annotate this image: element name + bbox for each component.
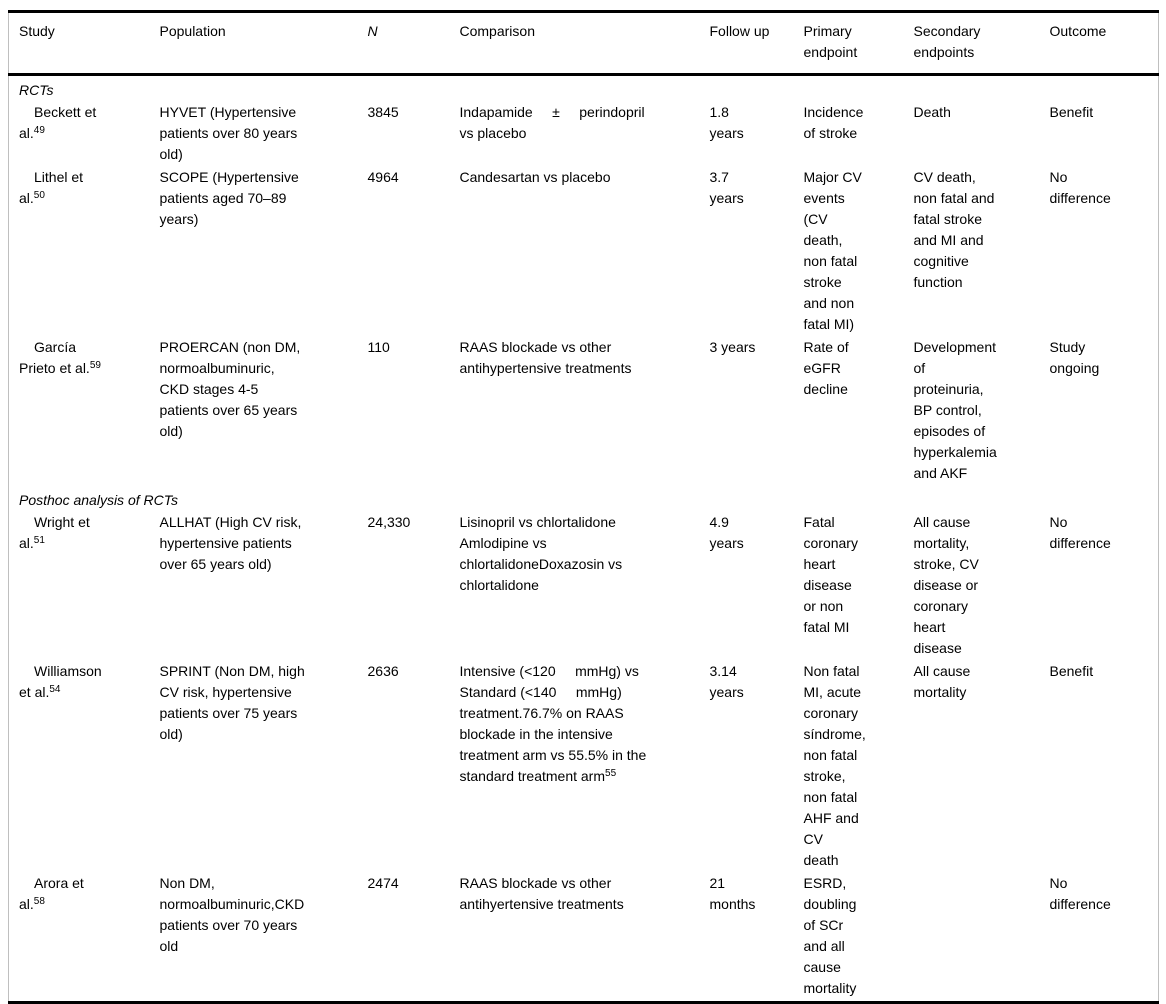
secondary-endpoints-cell: All cause mortality	[913, 663, 971, 700]
population-cell: PROERCAN (non DM, normoalbuminuric, CKD …	[159, 339, 301, 439]
follow-up-cell: 3.7 years	[709, 169, 744, 206]
primary-endpoint-cell: ESRD, doubling of SCr and all cause mort…	[803, 875, 857, 996]
n-cell: 4964	[367, 169, 399, 185]
table-row: Williamson et al.54 SPRINT (Non DM, high…	[9, 661, 1159, 873]
reference-superscript: 51	[33, 535, 45, 546]
follow-up-cell: 1.8 years	[709, 104, 744, 141]
reference-superscript: 50	[33, 190, 45, 201]
table-row: Wright et al.51 ALLHAT (High CV risk, hy…	[9, 512, 1159, 661]
secondary-endpoints-cell: Death	[913, 104, 951, 120]
col-header-population: Population	[159, 23, 226, 39]
col-header-follow-up: Follow up	[709, 23, 770, 39]
secondary-endpoints-cell	[900, 873, 1036, 1003]
primary-endpoint-cell: Non fatal MI, acute coronary síndrome, n…	[803, 663, 866, 868]
section-label-posthoc: Posthoc analysis of RCTs	[19, 492, 178, 508]
outcome-cell: Benefit	[1049, 104, 1094, 120]
study-text: Lithel et al.	[19, 169, 84, 206]
study-text: Beckett et al.	[19, 104, 97, 141]
reference-superscript: 49	[33, 125, 45, 136]
study-text: Williamson et al.	[19, 663, 102, 700]
comparison-cell: RAAS blockade vs other antihypertensive …	[459, 339, 632, 376]
col-header-primary-endpoint: Primary endpoint	[803, 23, 858, 60]
table-row: Lithel et al.50 SCOPE (Hypertensive pati…	[9, 167, 1159, 337]
population-cell: ALLHAT (High CV risk, hypertensive patie…	[159, 514, 302, 572]
follow-up-cell: 3.14 years	[709, 663, 744, 700]
comparison-cell: Candesartan vs placebo	[459, 169, 611, 185]
study-text: Arora et al.	[19, 875, 84, 912]
outcome-cell: Benefit	[1049, 663, 1094, 679]
table-row: Beckett et al.49 HYVET (Hypertensive pat…	[9, 102, 1159, 167]
section-row: RCTs	[9, 75, 1159, 103]
primary-endpoint-cell: Fatal coronary heart disease or non fata…	[803, 514, 858, 635]
reference-superscript: 59	[89, 360, 101, 371]
comparison-text: Intensive (<120 mmHg) vs Standard (<140 …	[459, 663, 647, 784]
reference-superscript: 54	[49, 684, 61, 695]
follow-up-cell: 3 years	[709, 339, 756, 355]
comparison-cell: Intensive (<120 mmHg) vs Standard (<140 …	[446, 661, 696, 873]
study-cell: Beckett et al.49	[9, 102, 146, 167]
study-cell: Arora et al.58	[9, 873, 146, 1003]
col-header-comparison: Comparison	[459, 23, 535, 39]
col-header-n: N	[367, 23, 378, 39]
study-cell: Wright et al.51	[9, 512, 146, 661]
table-row: Arora et al.58 Non DM, normoalbuminuric,…	[9, 873, 1159, 1003]
outcome-cell: No difference	[1049, 875, 1111, 912]
secondary-endpoints-cell: All cause mortality, stroke, CV disease …	[913, 514, 979, 656]
outcome-cell: Study ongoing	[1049, 339, 1100, 376]
primary-endpoint-cell: Major CV events (CV death, non fatal str…	[803, 169, 862, 332]
population-cell: HYVET (Hypertensive patients over 80 yea…	[159, 104, 298, 162]
comparison-cell: RAAS blockade vs other antihyertensive t…	[459, 875, 624, 912]
n-cell: 2474	[367, 875, 399, 891]
primary-endpoint-cell: Incidence of stroke	[803, 104, 864, 141]
study-cell: Williamson et al.54	[9, 661, 146, 873]
section-label-rcts: RCTs	[19, 82, 54, 98]
population-cell: SPRINT (Non DM, high CV risk, hypertensi…	[159, 663, 305, 742]
comparison-cell: Lisinopril vs chlortalidone Amlodipine v…	[459, 514, 623, 593]
comparison-cell: Indapamide ± perindopril vs placebo	[459, 104, 645, 141]
primary-endpoint-cell: Rate of eGFR decline	[803, 339, 849, 397]
reference-superscript: 55	[605, 768, 617, 779]
outcome-cell: No difference	[1049, 514, 1111, 551]
paper-table-container: Study Population N Comparison Follow up …	[8, 10, 1159, 1004]
secondary-endpoints-cell: Development of proteinuria, BP control, …	[913, 339, 997, 481]
study-cell: Lithel et al.50	[9, 167, 146, 337]
population-cell: SCOPE (Hypertensive patients aged 70–89 …	[159, 169, 299, 227]
n-cell: 2636	[367, 663, 399, 679]
secondary-endpoints-cell: CV death, non fatal and fatal stroke and…	[913, 169, 995, 290]
section-row: Posthoc analysis of RCTs	[9, 486, 1159, 512]
studies-table: Study Population N Comparison Follow up …	[8, 10, 1159, 1004]
table-row: García Prieto et al.59 PROERCAN (non DM,…	[9, 337, 1159, 486]
n-cell: 3845	[367, 104, 399, 120]
n-cell: 24,330	[367, 514, 411, 530]
header-row: Study Population N Comparison Follow up …	[8, 12, 1159, 75]
study-cell: García Prieto et al.59	[9, 337, 146, 486]
reference-superscript: 58	[33, 896, 45, 907]
col-header-secondary-endpoints: Secondary endpoints	[913, 23, 981, 60]
n-cell: 110	[367, 339, 390, 355]
study-text: García Prieto et al.	[19, 339, 90, 376]
col-header-outcome: Outcome	[1049, 23, 1107, 39]
follow-up-cell: 4.9 years	[709, 514, 744, 551]
outcome-cell: No difference	[1049, 169, 1111, 206]
col-header-study: Study	[19, 23, 55, 39]
population-cell: Non DM, normoalbuminuric,CKD patients ov…	[159, 875, 305, 954]
study-text: Wright et al.	[19, 514, 90, 551]
follow-up-cell: 21 months	[709, 875, 756, 912]
